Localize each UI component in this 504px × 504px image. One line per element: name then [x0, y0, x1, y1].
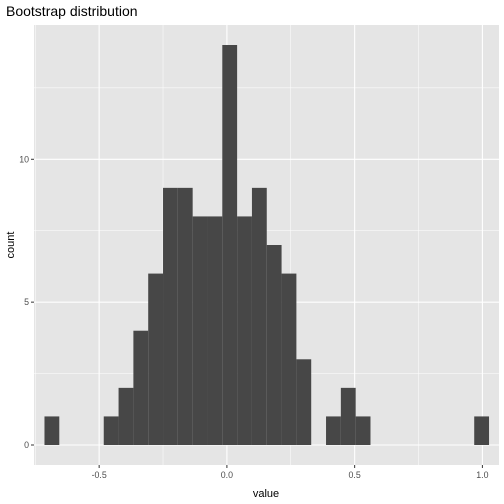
histogram-bar: [44, 416, 60, 445]
histogram-bar: [251, 187, 267, 445]
histogram-bar: [237, 216, 252, 445]
histogram-bar: [355, 416, 371, 445]
y-axis-ticks: 0 5 10: [19, 154, 34, 450]
histogram-bar: [133, 330, 149, 445]
histogram-bar: [207, 216, 223, 445]
histogram-bar: [118, 387, 134, 445]
x-tick-label: 0.5: [349, 470, 361, 480]
x-axis-ticks: -0.5 0.0 0.5 1.0: [92, 465, 489, 480]
x-tick-label: 1.0: [476, 470, 488, 480]
y-tick-label: 0: [24, 440, 29, 450]
x-axis-label: value: [253, 488, 279, 500]
y-tick-label: 5: [24, 297, 29, 307]
x-tick-label: -0.5: [92, 470, 107, 480]
histogram-bar: [326, 416, 341, 445]
histogram-bar: [222, 45, 238, 445]
histogram-bar: [340, 387, 356, 445]
x-tick-label: 0.0: [221, 470, 233, 480]
y-axis-label: count: [5, 232, 17, 259]
histogram-bar: [163, 187, 178, 445]
histogram-bars: [44, 45, 490, 445]
histogram-bar: [474, 416, 490, 445]
histogram-bar: [296, 359, 312, 445]
histogram-bar: [192, 216, 208, 445]
histogram-bar: [177, 187, 193, 445]
chart-title: Bootstrap distribution: [6, 3, 138, 19]
y-tick-label: 10: [19, 154, 29, 164]
histogram-bar: [266, 245, 282, 445]
histogram-bar: [103, 416, 119, 445]
histogram-bar: [148, 273, 164, 445]
histogram-bar: [281, 273, 297, 445]
